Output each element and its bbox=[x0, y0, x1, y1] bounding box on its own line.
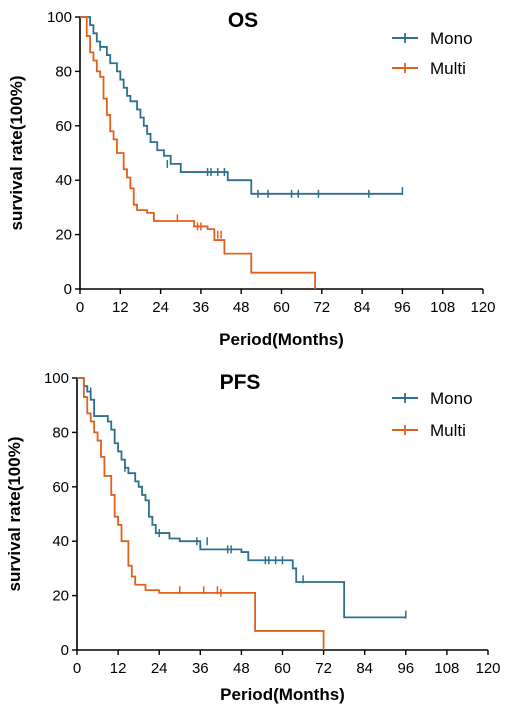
y-tick-label: 80 bbox=[52, 424, 69, 441]
legend-item-multi: Multi bbox=[392, 59, 466, 78]
x-tick-label: 60 bbox=[274, 660, 291, 677]
x-tick-label: 36 bbox=[193, 299, 210, 316]
x-tick-label: 72 bbox=[315, 660, 332, 677]
series-line-multi bbox=[77, 377, 325, 650]
y-tick-label: 100 bbox=[44, 370, 69, 387]
y-axis-title: survival rate(100%) bbox=[5, 437, 24, 592]
x-tick-label: 120 bbox=[475, 660, 500, 677]
y-tick-label: 60 bbox=[52, 479, 69, 496]
legend-label: Multi bbox=[430, 421, 466, 440]
y-tick-label: 40 bbox=[55, 172, 72, 189]
legend-item-mono: Mono bbox=[392, 29, 473, 48]
x-tick-label: 108 bbox=[434, 660, 459, 677]
legend-item-mono: Mono bbox=[392, 389, 473, 408]
series-mono bbox=[80, 16, 404, 198]
x-tick-label: 60 bbox=[273, 299, 290, 316]
y-tick-label: 0 bbox=[64, 281, 72, 298]
legend-label: Mono bbox=[430, 389, 473, 408]
x-tick-label: 36 bbox=[192, 660, 209, 677]
legend-label: Multi bbox=[430, 59, 466, 78]
x-tick-label: 108 bbox=[430, 299, 455, 316]
x-tick-label: 48 bbox=[233, 660, 250, 677]
legend-label: Mono bbox=[430, 29, 473, 48]
y-axis-title: survival rate(100%) bbox=[7, 76, 26, 231]
x-tick-label: 96 bbox=[397, 660, 414, 677]
series-line-mono bbox=[80, 16, 403, 195]
x-tick-label: 24 bbox=[151, 660, 168, 677]
x-axis-title: Period(Months) bbox=[220, 685, 345, 704]
x-tick-label: 48 bbox=[233, 299, 250, 316]
chart-title: OS bbox=[228, 9, 258, 32]
series-multi bbox=[77, 377, 325, 650]
x-tick-label: 0 bbox=[76, 299, 84, 316]
x-tick-label: 120 bbox=[470, 299, 495, 316]
series-line-mono bbox=[77, 377, 406, 619]
y-tick-label: 60 bbox=[55, 118, 72, 135]
y-tick-label: 20 bbox=[52, 588, 69, 605]
x-tick-label: 24 bbox=[152, 299, 169, 316]
y-tick-label: 100 bbox=[47, 9, 72, 26]
x-tick-label: 12 bbox=[110, 660, 127, 677]
chart-title: PFS bbox=[220, 371, 261, 394]
chart-panel-pfs: 0 12 24 36 48 60 72 84 96 108 120 0 20 40 60 80 100 PFS Pe… bbox=[5, 370, 501, 704]
x-tick-label: 84 bbox=[354, 299, 371, 316]
chart-panel-os: 0 12 24 36 48 60 72 84 96 108 120 0 20 40 60 80 100 OS Per… bbox=[7, 9, 496, 349]
x-tick-label: 12 bbox=[112, 299, 129, 316]
x-axis-title: Period(Months) bbox=[219, 330, 344, 349]
series-mono bbox=[77, 377, 407, 619]
x-tick-label: 0 bbox=[73, 660, 81, 677]
y-tick-label: 20 bbox=[55, 227, 72, 244]
y-tick-label: 40 bbox=[52, 533, 69, 550]
series-line-multi bbox=[80, 16, 316, 289]
x-tick-label: 96 bbox=[394, 299, 411, 316]
series-multi bbox=[80, 16, 316, 289]
y-tick-label: 80 bbox=[55, 63, 72, 80]
legend-item-multi: Multi bbox=[392, 421, 466, 440]
x-tick-label: 84 bbox=[356, 660, 373, 677]
x-tick-label: 72 bbox=[313, 299, 330, 316]
y-tick-label: 0 bbox=[61, 642, 69, 659]
